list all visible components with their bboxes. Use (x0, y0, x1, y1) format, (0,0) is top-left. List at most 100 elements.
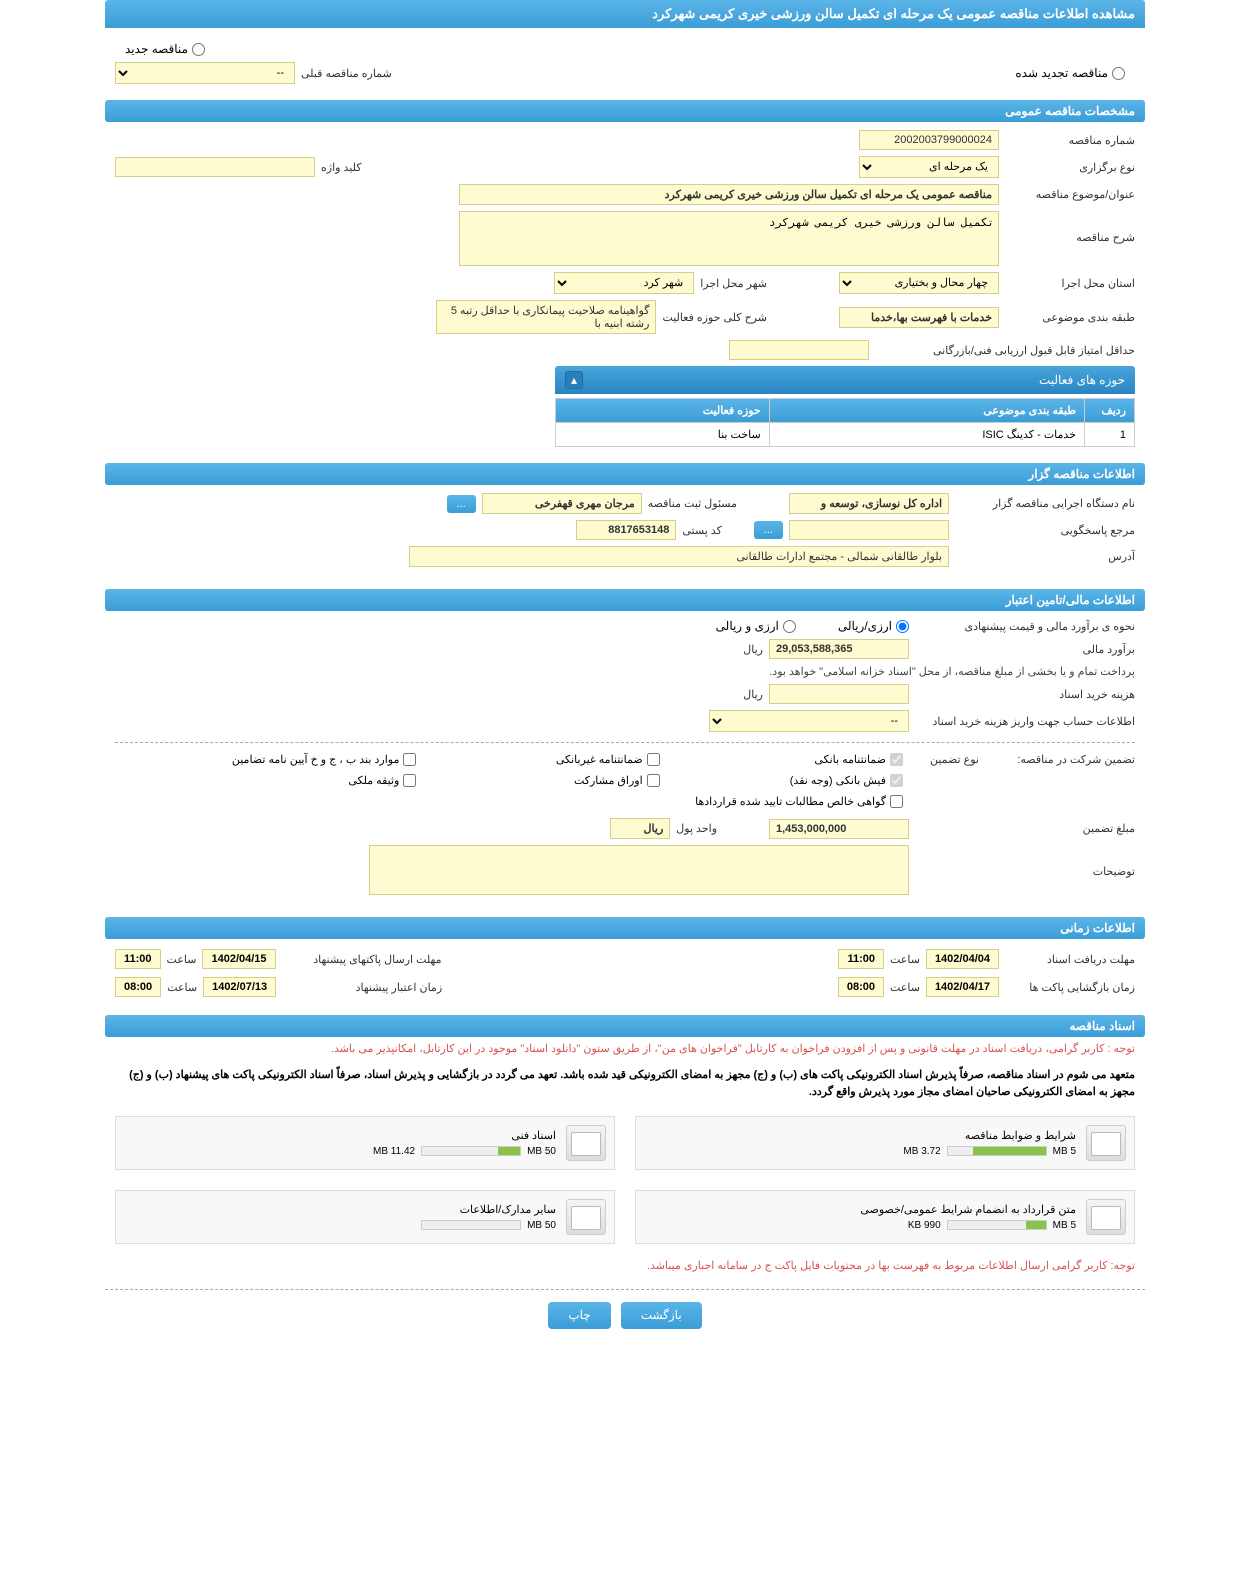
address-label: آدرس (955, 550, 1135, 563)
estimate-currency: ریال (743, 643, 763, 656)
cb-bank-guarantee-input[interactable] (890, 753, 903, 766)
min-score-label: حداقل امتیاز قابل قبول ارزیابی فنی/بازرگ… (875, 344, 1135, 357)
province-label: استان محل اجرا (1005, 277, 1135, 290)
notice-1: توجه : کاربر گرامی، دریافت اسناد در مهلت… (105, 1037, 1145, 1063)
notice-3: توجه: کاربر گرامی ارسال اطلاعات مربوط به… (105, 1254, 1145, 1280)
holding-type-select[interactable]: یک مرحله ای (859, 156, 999, 178)
radio-new-input[interactable] (192, 43, 205, 56)
back-button[interactable]: بازگشت (621, 1302, 702, 1329)
validity-date: 1402/07/13 (203, 977, 276, 997)
cell-n: 1 (1085, 423, 1135, 447)
doc-progress (421, 1146, 521, 1156)
contact-more-button[interactable]: ... (754, 521, 783, 539)
unit-field: ریال (610, 818, 670, 839)
radio-rial-input[interactable] (896, 620, 909, 633)
doc-title: متن قرارداد به انضمام شرایط عمومی/خصوصی (644, 1203, 1076, 1216)
cb-claims-label: گواهی خالص مطالبات تایید شده قراردادها (695, 795, 886, 808)
open-label: زمان بازگشایی پاکت ها (1005, 981, 1135, 994)
guarantee-type-label: نوع تضمین (909, 753, 979, 766)
desc-label: شرح مناقصه (1005, 211, 1135, 244)
radio-rial[interactable]: ارزی/ریالی (838, 619, 909, 633)
cb-property-label: وثیقه ملکی (348, 774, 399, 787)
doc-max: 50 MB (527, 1146, 556, 1157)
radio-both[interactable]: ارزی و ریالی (716, 619, 796, 633)
doc-title: اسناد فنی (124, 1129, 556, 1142)
receive-label: مهلت دریافت اسناد (1005, 953, 1135, 966)
cb-nonbank-label: ضمانتنامه غیربانکی (556, 753, 643, 766)
cb-bylaw-input[interactable] (403, 753, 416, 766)
account-select[interactable]: -- (709, 710, 909, 732)
city-select[interactable]: شهر کرد (554, 272, 694, 294)
cb-bank-guarantee-label: ضمانتنامه بانکی (814, 753, 886, 766)
col-row: ردیف (1085, 399, 1135, 423)
province-select[interactable]: چهار محال و بختیاری (839, 272, 999, 294)
resp-label: مسئول ثبت مناقصه (648, 497, 737, 510)
cb-claims-input[interactable] (890, 795, 903, 808)
folder-icon (1086, 1199, 1126, 1235)
notes-textarea[interactable] (369, 845, 909, 895)
more-button[interactable]: ... (447, 495, 476, 513)
radio-renewed-label: مناقصه تجدید شده (1015, 66, 1108, 80)
postal-label: کد پستی (682, 524, 721, 537)
collapse-icon[interactable]: ▴ (565, 371, 583, 389)
doc-item[interactable]: اسناد فنی 50 MB 11.42 MB (115, 1116, 615, 1170)
doc-max: 50 MB (527, 1220, 556, 1231)
section-financial-header: اطلاعات مالی/تامین اعتبار (105, 589, 1145, 611)
cb-receipt[interactable]: فیش بانکی (وجه نقد) (690, 774, 903, 787)
cb-bylaw[interactable]: موارد بند ب ، ج و خ آیین نامه تضامین (203, 753, 416, 766)
receive-time-label: ساعت (890, 953, 920, 966)
section-organizer-header: اطلاعات مناقصه گزار (105, 463, 1145, 485)
open-time: 08:00 (838, 977, 884, 997)
doc-max: 5 MB (1053, 1146, 1076, 1157)
prev-number-select[interactable]: -- (115, 62, 295, 84)
cb-bonds-input[interactable] (647, 774, 660, 787)
cb-bonds[interactable]: اوراق مشارکت (446, 774, 659, 787)
print-button[interactable]: چاپ (548, 1302, 610, 1329)
cb-nonbank[interactable]: ضمانتنامه غیربانکی (446, 753, 659, 766)
radio-renewed-tender[interactable]: مناقصه تجدید شده (1015, 66, 1125, 80)
guarantee-amount-field: 1,453,000,000 (769, 819, 909, 839)
doc-item[interactable]: متن قرارداد به انضمام شرایط عمومی/خصوصی … (635, 1190, 1135, 1244)
cb-receipt-input[interactable] (890, 774, 903, 787)
open-date: 1402/04/17 (926, 977, 999, 997)
desc-textarea[interactable]: تکمیل سالن ورزشی خیری کریمی شهرکرد (459, 211, 999, 266)
cb-claims[interactable]: گواهی خالص مطالبات تایید شده قراردادها (203, 795, 903, 808)
guarantee-label: تضمین شرکت در مناقصه: (985, 753, 1135, 766)
validity-time-label: ساعت (167, 981, 197, 994)
category-label: طبقه بندی موضوعی (1005, 311, 1135, 324)
validity-time: 08:00 (115, 977, 161, 997)
cb-property[interactable]: وثیقه ملکی (203, 774, 416, 787)
section-documents-header: اسناد مناقصه (105, 1015, 1145, 1037)
doc-progress (421, 1220, 521, 1230)
page-title: مشاهده اطلاعات مناقصه عمومی یک مرحله ای … (105, 0, 1145, 28)
doc-item[interactable]: سایر مدارک/اطلاعات 50 MB (115, 1190, 615, 1244)
send-time: 11:00 (115, 949, 161, 969)
doc-cost-input[interactable] (769, 684, 909, 704)
col-activity: حوزه فعالیت (556, 399, 770, 423)
cb-bank-guarantee[interactable]: ضمانتنامه بانکی (690, 753, 903, 766)
unit-label: واحد پول (676, 822, 717, 835)
receive-time: 11:00 (838, 949, 884, 969)
doc-size: 3.72 MB (903, 1146, 940, 1157)
postal-field: 8817653148 (576, 520, 676, 540)
radio-both-input[interactable] (783, 620, 796, 633)
notes-label: توضیحات (915, 845, 1135, 878)
estimate-label: برآورد مالی (915, 643, 1135, 656)
radio-new-tender[interactable]: مناقصه جدید (125, 42, 205, 56)
cb-property-input[interactable] (403, 774, 416, 787)
receive-date: 1402/04/04 (926, 949, 999, 969)
section-general-header: مشخصات مناقصه عمومی (105, 100, 1145, 122)
cb-receipt-label: فیش بانکی (وجه نقد) (790, 774, 886, 787)
table-row: 1 خدمات - کدینگ ISIC ساخت بنا (556, 423, 1135, 447)
cb-nonbank-input[interactable] (647, 753, 660, 766)
method-label: نحوه ی برآورد مالی و قیمت پیشنهادی (915, 620, 1135, 633)
contact-input[interactable] (789, 520, 949, 540)
section-timing-header: اطلاعات زمانی (105, 917, 1145, 939)
treasury-note: پرداخت تمام و یا بخشی از مبلغ مناقصه، از… (769, 665, 1135, 678)
radio-renewed-input[interactable] (1112, 67, 1125, 80)
category-field: خدمات با فهرست بها،خدما (839, 307, 999, 328)
keyword-input[interactable] (115, 157, 315, 177)
doc-item[interactable]: شرایط و ضوابط مناقصه 5 MB 3.72 MB (635, 1116, 1135, 1170)
keyword-label: کلید واژه (321, 161, 361, 174)
min-score-input[interactable] (729, 340, 869, 360)
